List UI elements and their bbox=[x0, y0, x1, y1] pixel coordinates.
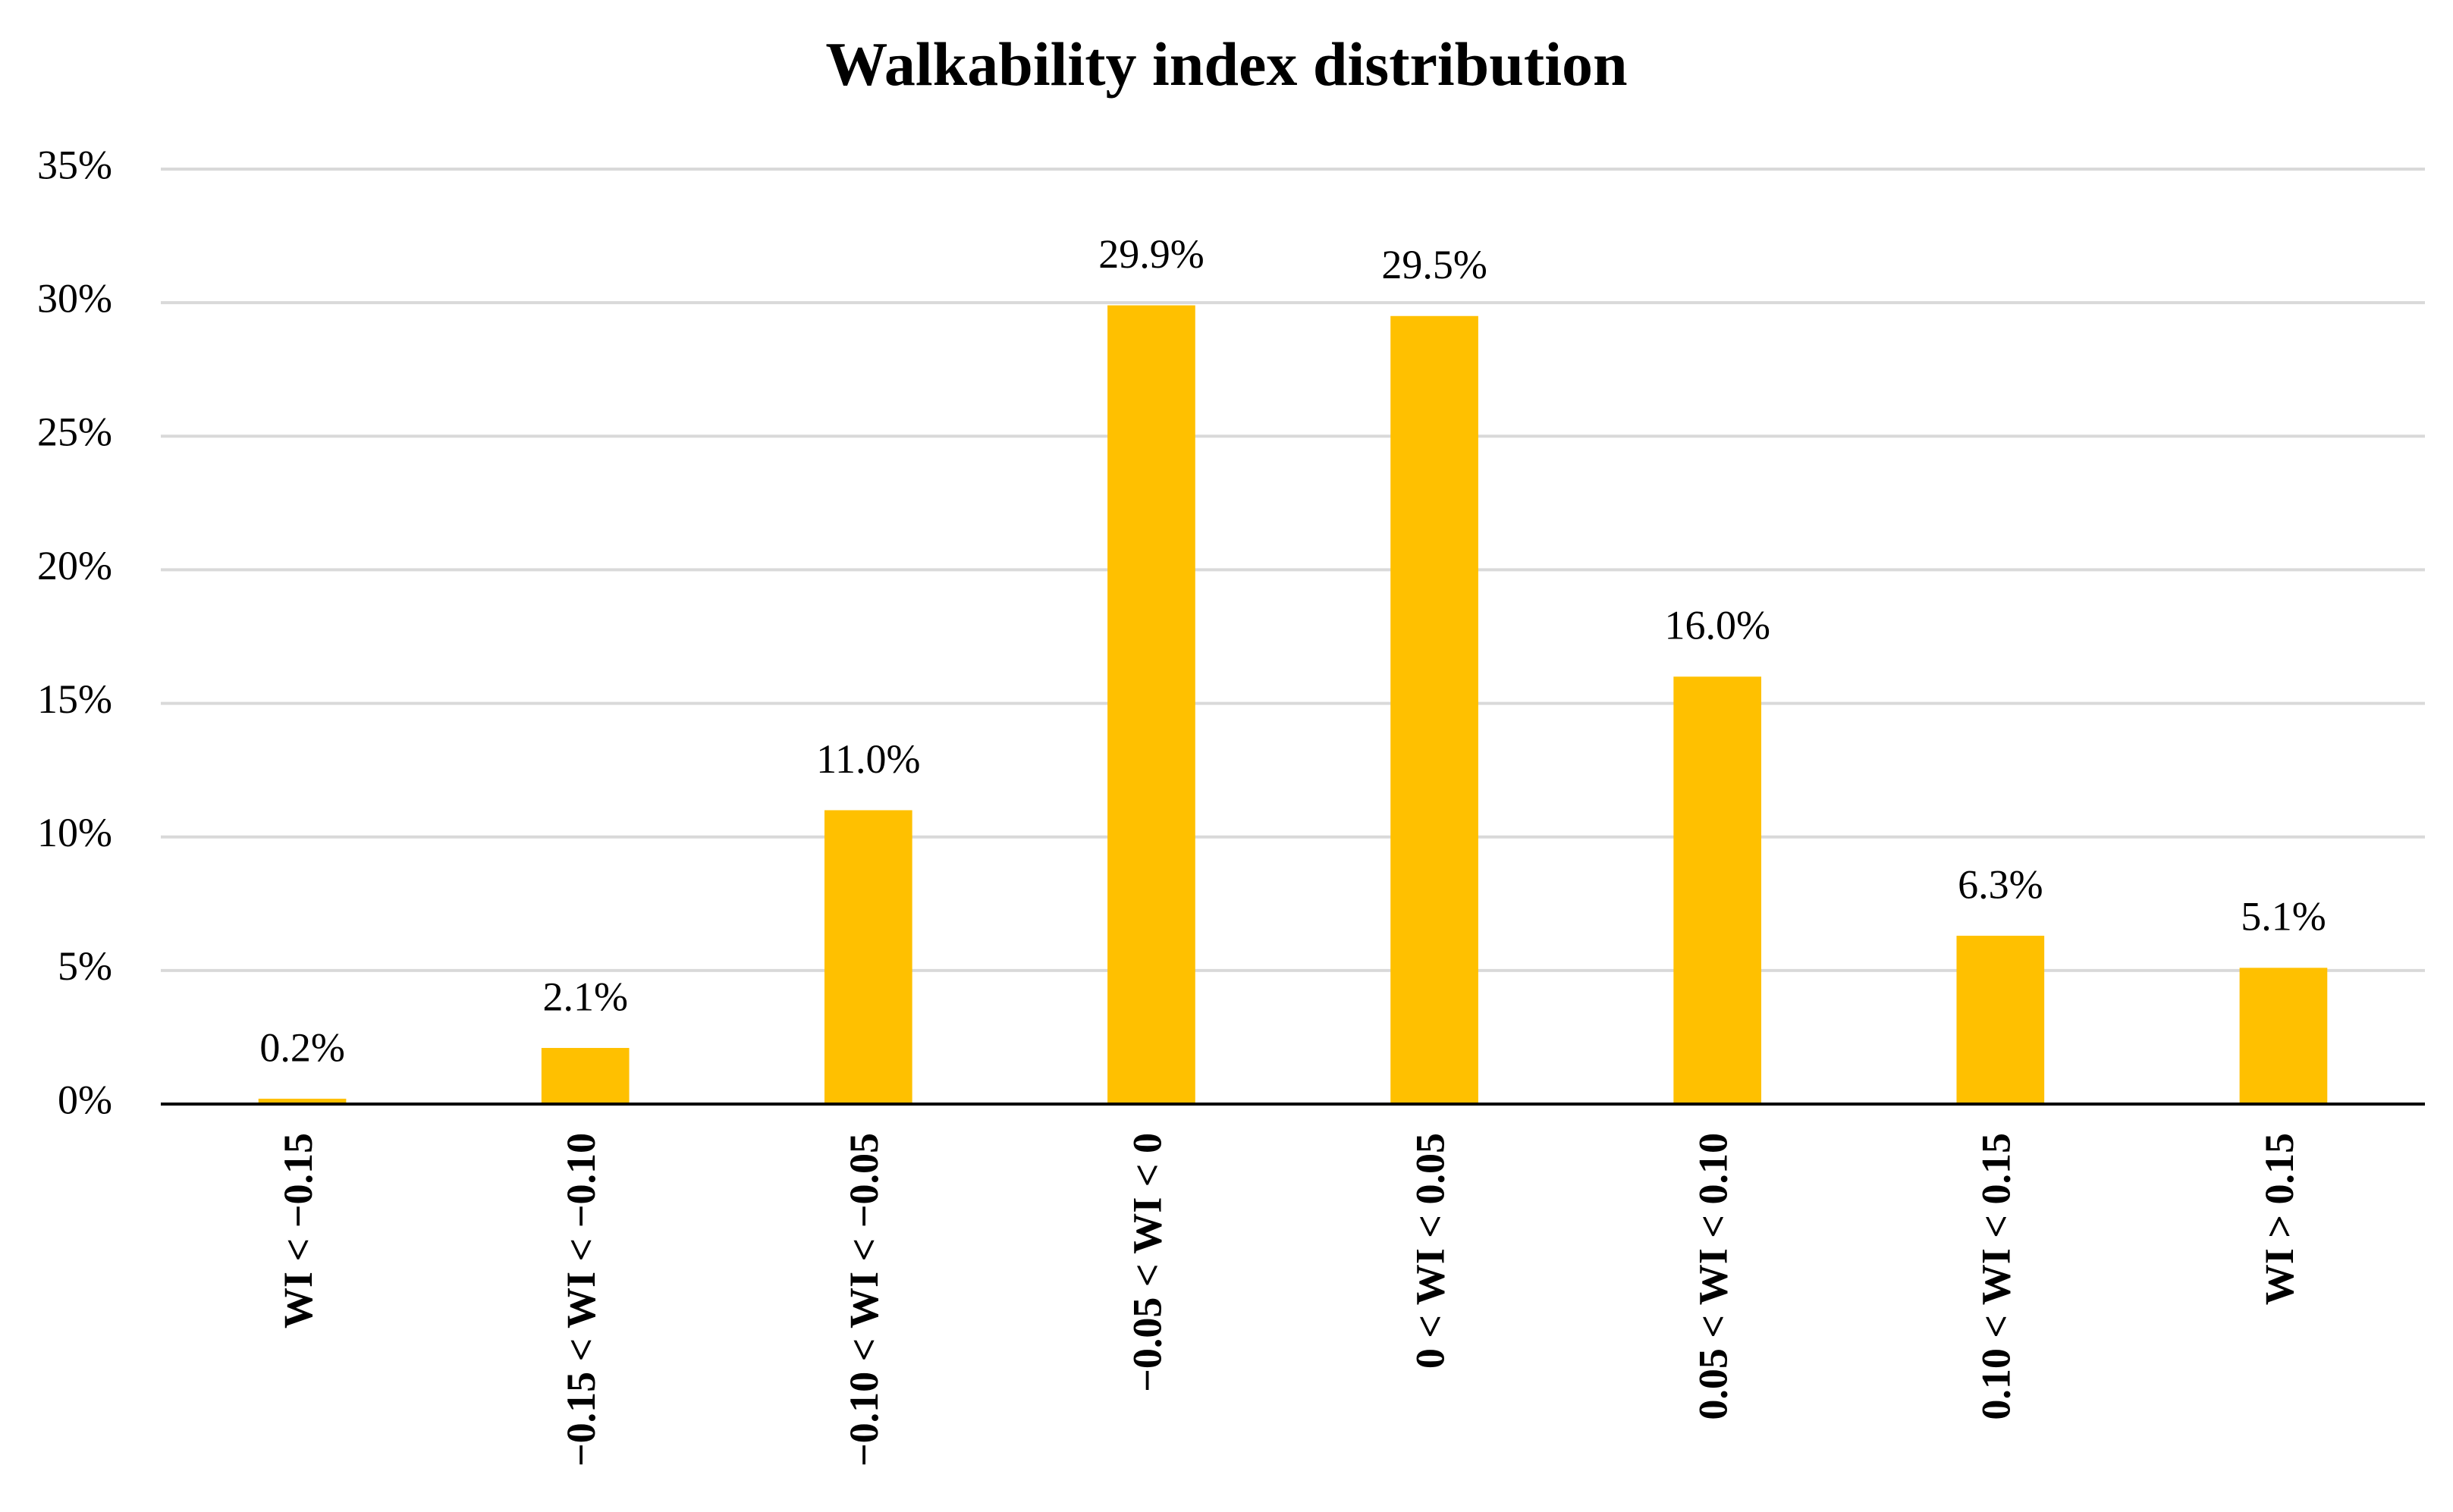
x-tick-label: −0.05 < WI < 0 bbox=[1124, 1133, 1170, 1392]
value-label: 11.0% bbox=[816, 736, 920, 782]
y-tick-label: 10% bbox=[37, 810, 112, 855]
bar bbox=[541, 1048, 630, 1104]
value-label: 5.1% bbox=[2241, 894, 2326, 940]
x-tick-label: WI > 0.15 bbox=[2257, 1133, 2302, 1305]
value-label: 6.3% bbox=[1958, 861, 2043, 907]
value-label: 29.5% bbox=[1381, 242, 1487, 287]
y-tick-label: 25% bbox=[37, 409, 112, 455]
x-tick-label: 0.10 < WI < 0.15 bbox=[1974, 1133, 2019, 1420]
bar bbox=[1956, 936, 2045, 1104]
x-tick-label: −0.10 < WI < −0.05 bbox=[841, 1133, 887, 1467]
x-tick-label: −0.15 < WI < −0.10 bbox=[558, 1133, 604, 1467]
y-tick-label: 15% bbox=[37, 676, 112, 722]
chart-title: Walkability index distribution bbox=[825, 30, 1627, 99]
bar bbox=[2239, 968, 2328, 1104]
y-tick-label: 5% bbox=[58, 943, 112, 989]
value-label: 0.2% bbox=[259, 1024, 344, 1070]
y-tick-label: 30% bbox=[37, 276, 112, 322]
x-tick-label: 0.05 < WI < 0.10 bbox=[1691, 1133, 1736, 1420]
y-tick-label: 35% bbox=[37, 142, 112, 187]
y-tick-label: 20% bbox=[37, 543, 112, 588]
value-label: 29.9% bbox=[1098, 231, 1204, 277]
bar bbox=[1673, 676, 1762, 1104]
bar bbox=[1107, 305, 1195, 1104]
x-tick-label: WI < −0.15 bbox=[275, 1133, 321, 1328]
bar bbox=[258, 1098, 347, 1104]
bar bbox=[824, 810, 912, 1104]
value-label: 2.1% bbox=[542, 974, 627, 1019]
bar bbox=[1390, 315, 1478, 1105]
value-label: 16.0% bbox=[1664, 603, 1770, 648]
y-tick-label: 0% bbox=[58, 1077, 112, 1122]
x-tick-label: 0 < WI < 0.05 bbox=[1407, 1133, 1453, 1369]
